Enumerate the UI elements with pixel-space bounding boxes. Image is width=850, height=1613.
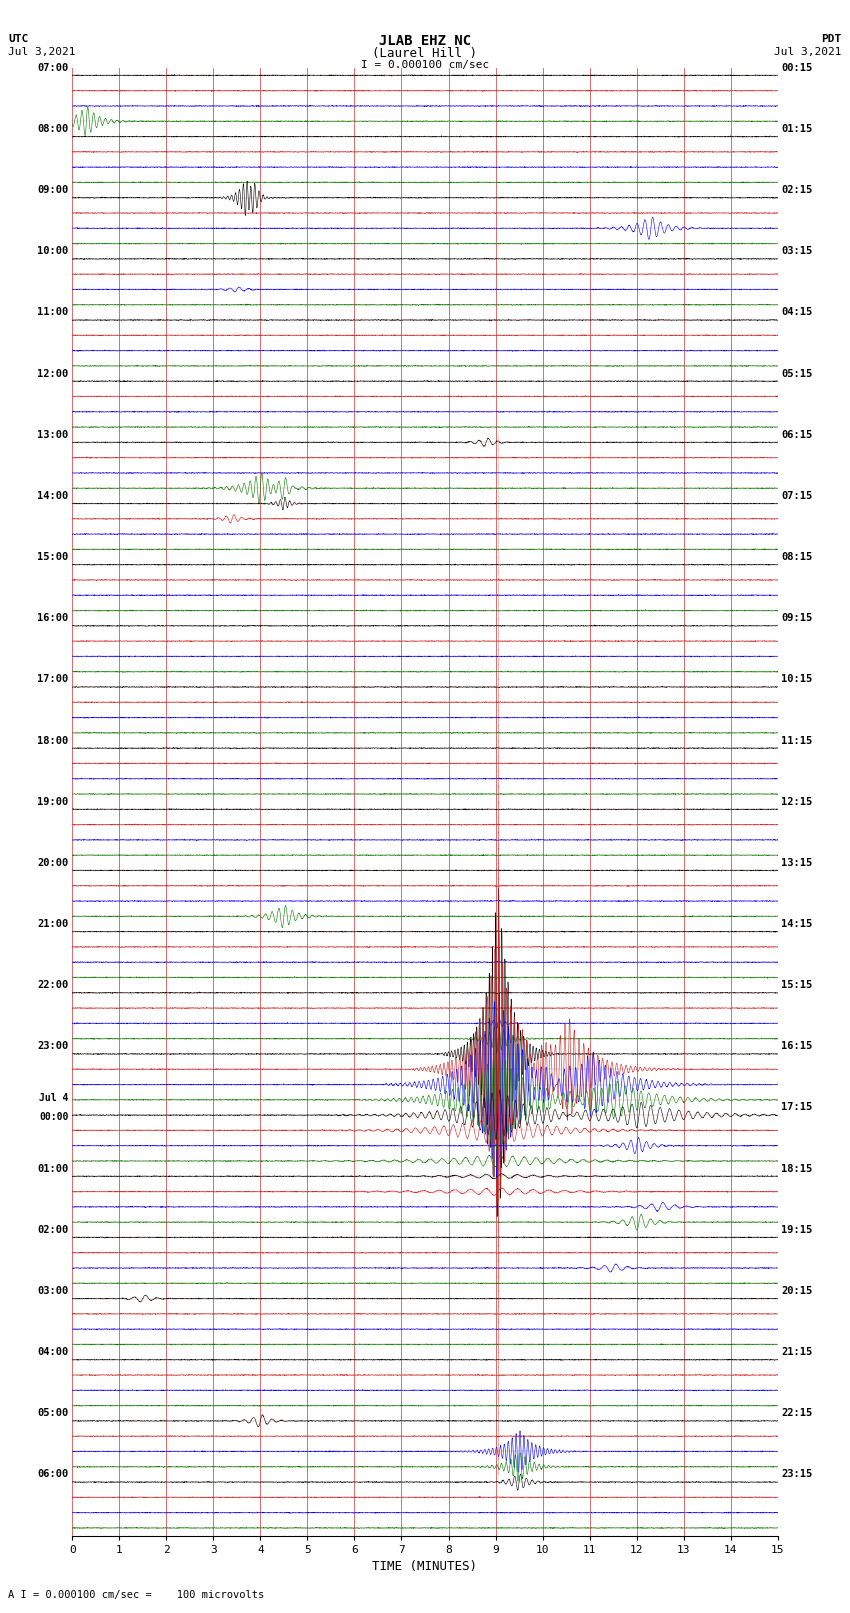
- Text: 19:15: 19:15: [781, 1224, 813, 1236]
- Text: 09:15: 09:15: [781, 613, 813, 623]
- Text: 06:15: 06:15: [781, 429, 813, 440]
- Text: 20:00: 20:00: [37, 858, 69, 868]
- Text: 16:00: 16:00: [37, 613, 69, 623]
- Text: 21:15: 21:15: [781, 1347, 813, 1357]
- Text: 18:00: 18:00: [37, 736, 69, 745]
- Text: UTC: UTC: [8, 34, 29, 44]
- Text: 00:00: 00:00: [39, 1111, 69, 1123]
- Text: (Laurel Hill ): (Laurel Hill ): [372, 47, 478, 60]
- Text: 11:15: 11:15: [781, 736, 813, 745]
- Text: 07:15: 07:15: [781, 490, 813, 502]
- Text: 10:00: 10:00: [37, 247, 69, 256]
- Text: 01:00: 01:00: [37, 1163, 69, 1174]
- Text: 02:15: 02:15: [781, 185, 813, 195]
- Text: 07:00: 07:00: [37, 63, 69, 73]
- Text: 16:15: 16:15: [781, 1042, 813, 1052]
- Text: 04:15: 04:15: [781, 308, 813, 318]
- Text: 10:15: 10:15: [781, 674, 813, 684]
- Text: Jul 3,2021: Jul 3,2021: [8, 47, 76, 56]
- Text: 01:15: 01:15: [781, 124, 813, 134]
- Text: 20:15: 20:15: [781, 1286, 813, 1295]
- Text: 02:00: 02:00: [37, 1224, 69, 1236]
- Text: 08:15: 08:15: [781, 552, 813, 561]
- Text: 12:15: 12:15: [781, 797, 813, 806]
- Text: 06:00: 06:00: [37, 1469, 69, 1479]
- Text: 12:00: 12:00: [37, 368, 69, 379]
- Text: 15:00: 15:00: [37, 552, 69, 561]
- Text: 23:00: 23:00: [37, 1042, 69, 1052]
- Text: 05:00: 05:00: [37, 1408, 69, 1418]
- Text: 14:00: 14:00: [37, 490, 69, 502]
- Text: Jul 4: Jul 4: [39, 1094, 69, 1103]
- Text: 04:00: 04:00: [37, 1347, 69, 1357]
- Text: I = 0.000100 cm/sec: I = 0.000100 cm/sec: [361, 60, 489, 69]
- Text: 00:15: 00:15: [781, 63, 813, 73]
- Text: A I = 0.000100 cm/sec =    100 microvolts: A I = 0.000100 cm/sec = 100 microvolts: [8, 1590, 264, 1600]
- Text: 09:00: 09:00: [37, 185, 69, 195]
- Text: 15:15: 15:15: [781, 981, 813, 990]
- Text: 17:15: 17:15: [781, 1102, 813, 1113]
- Text: 03:15: 03:15: [781, 247, 813, 256]
- Text: 11:00: 11:00: [37, 308, 69, 318]
- Text: PDT: PDT: [821, 34, 842, 44]
- X-axis label: TIME (MINUTES): TIME (MINUTES): [372, 1560, 478, 1573]
- Text: 23:15: 23:15: [781, 1469, 813, 1479]
- Text: 03:00: 03:00: [37, 1286, 69, 1295]
- Text: 13:15: 13:15: [781, 858, 813, 868]
- Text: 05:15: 05:15: [781, 368, 813, 379]
- Text: JLAB EHZ NC: JLAB EHZ NC: [379, 34, 471, 48]
- Text: 19:00: 19:00: [37, 797, 69, 806]
- Text: Jul 3,2021: Jul 3,2021: [774, 47, 842, 56]
- Text: 17:00: 17:00: [37, 674, 69, 684]
- Text: 18:15: 18:15: [781, 1163, 813, 1174]
- Text: 14:15: 14:15: [781, 919, 813, 929]
- Text: 22:15: 22:15: [781, 1408, 813, 1418]
- Text: 08:00: 08:00: [37, 124, 69, 134]
- Text: 22:00: 22:00: [37, 981, 69, 990]
- Text: 13:00: 13:00: [37, 429, 69, 440]
- Text: 21:00: 21:00: [37, 919, 69, 929]
